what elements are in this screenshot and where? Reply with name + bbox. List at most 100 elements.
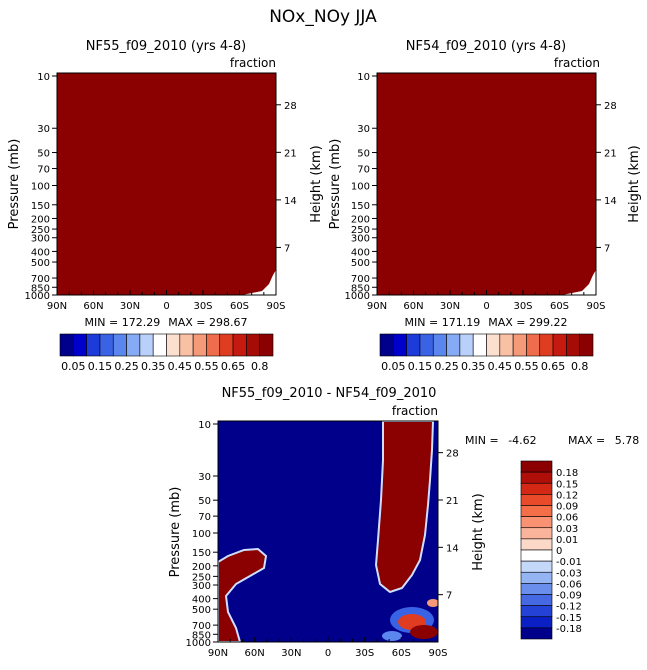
pressure-tick-label: 150 [351, 201, 370, 212]
diff-colorbar-label: -0.01 [556, 557, 582, 568]
left-height-label: Height (km) [309, 145, 324, 222]
diff-colorbar-label: -0.18 [556, 624, 582, 635]
lat-tick-label: 60N [403, 301, 423, 312]
left-heatmap-white-patch [242, 270, 276, 295]
height-tick-label: 28 [284, 101, 297, 112]
pressure-tick-label: 50 [357, 149, 370, 160]
pressure-tick-label: 100 [192, 529, 211, 540]
diff-colorbar-label: 0 [556, 546, 562, 557]
pressure-tick-label: 70 [198, 512, 211, 523]
colorbar-swatch [112, 333, 127, 357]
height-tick-label: 14 [604, 196, 617, 207]
pressure-tick-label: 50 [37, 149, 50, 160]
lat-tick-label: 30S [355, 648, 374, 659]
colorbar-label: 0.55 [194, 360, 219, 373]
colorbar-label: 0.8 [571, 360, 589, 373]
colorbar-swatch [219, 333, 234, 357]
pressure-tick-label: 500 [31, 258, 50, 269]
pressure-tick-label: 30 [198, 472, 211, 483]
diff-colorbar-swatch [520, 460, 553, 473]
lat-tick-label: 30S [193, 301, 212, 312]
pressure-tick-label: 1000 [186, 638, 211, 649]
pressure-tick-label: 10 [198, 420, 211, 431]
colorbar-swatch [406, 333, 421, 357]
diff-colorbar: 0.180.150.120.090.060.030.010-0.01-0.03-… [520, 460, 582, 640]
colorbar-swatch [419, 333, 434, 357]
right-max-label: MAX = [488, 316, 529, 329]
pressure-tick-label: 70 [37, 165, 50, 176]
right-x-axis: 90N 60N 30N 0 30S 60S 90S [367, 290, 606, 312]
height-tick-label: 7 [604, 243, 610, 254]
colorbar-label: 0.55 [514, 360, 539, 373]
colorbar-label: 0.65 [541, 360, 566, 373]
pressure-tick-label: 850 [192, 630, 211, 641]
page-title: NOx_NOy JJA [269, 7, 377, 27]
left-min-label: MIN = [85, 316, 122, 329]
colorbar-swatch [152, 333, 167, 357]
right-min-label: MIN = [405, 316, 442, 329]
lat-tick-label: 0 [325, 648, 331, 659]
colorbar-swatch [86, 333, 101, 357]
pressure-tick-label: 100 [31, 182, 50, 193]
colorbar-swatch [166, 333, 181, 357]
lat-tick-label: 30S [513, 301, 532, 312]
pressure-tick-label: 200 [351, 214, 370, 225]
pressure-tick-label: 300 [31, 234, 50, 245]
pressure-tick-label: 250 [351, 225, 370, 236]
diff-positive-column [374, 421, 435, 594]
diff-colorbar-label: -0.09 [556, 591, 582, 602]
colorbar-label: 0.8 [251, 360, 269, 373]
left-pressure-label: Pressure (mb) [7, 139, 22, 230]
colorbar-swatch [379, 333, 394, 357]
colorbar-swatch [99, 333, 114, 357]
diff-colorbar-label: -0.15 [556, 613, 582, 624]
right-pressure-label: Pressure (mb) [328, 139, 343, 230]
right-panel: NF54_f09_2010 (yrs 4-8) fraction 10 30 50 7… [328, 39, 642, 373]
diff-panel: NF55_f09_2010 - NF54_f09_2010 fraction 1… [168, 386, 639, 659]
pressure-tick-label: 300 [351, 234, 370, 245]
pressure-tick-label: 30 [357, 124, 370, 135]
right-units-label: fraction [554, 56, 600, 70]
height-tick-label: 7 [446, 591, 452, 602]
lat-tick-label: 60N [83, 301, 103, 312]
diff-salmon-spot [427, 599, 438, 607]
diff-colorbar-swatch [520, 594, 553, 606]
diff-colorbar-label: 0.12 [556, 490, 578, 501]
pressure-tick-label: 700 [31, 274, 50, 285]
height-tick-label: 14 [284, 196, 297, 207]
diff-pressure-label: Pressure (mb) [168, 487, 183, 578]
colorbar-swatch [512, 333, 527, 357]
pressure-tick-label: 850 [31, 283, 50, 294]
colorbar-swatch [206, 333, 221, 357]
diff-colorbar-swatch [520, 583, 553, 595]
diff-colorbar-label: -0.12 [556, 602, 582, 613]
colorbar-label: 0.45 [488, 360, 513, 373]
left-stats: MIN = 172.29 MAX = 298.67 [85, 316, 248, 329]
diff-colorbar-label: -0.03 [556, 568, 582, 579]
colorbar-swatch [526, 333, 541, 357]
left-heatmap-field [57, 73, 276, 295]
diff-colorbar-label: 0.15 [556, 479, 578, 490]
height-tick-label: 14 [446, 543, 459, 554]
right-colorbar: 0.05 0.15 0.25 0.35 0.45 0.55 0.65 0.8 [379, 333, 594, 373]
left-min-value: 172.29 [122, 316, 161, 329]
diff-colorbar-swatch [520, 505, 553, 517]
diff-colorbar-swatch [520, 471, 553, 484]
diff-units-label: fraction [392, 404, 438, 418]
colorbar-swatch [499, 333, 514, 357]
colorbar-swatch [139, 333, 154, 357]
diff-colorbar-swatch [520, 482, 553, 495]
colorbar-swatch [232, 333, 247, 357]
lat-tick-label: 60N [245, 648, 265, 659]
pressure-tick-label: 400 [192, 595, 211, 606]
lat-tick-label: 90N [367, 301, 387, 312]
diff-light-blue-spot [382, 631, 402, 641]
colorbar-label: 0.35 [141, 360, 166, 373]
height-tick-label: 28 [604, 101, 617, 112]
pressure-tick-label: 10 [37, 72, 50, 83]
colorbar-swatch [73, 333, 87, 357]
lat-tick-label: 60S [392, 648, 411, 659]
left-panel: NF55_f09_2010 (yrs 4-8) fraction 10 30 50 7… [7, 39, 324, 373]
colorbar-swatch [179, 333, 194, 357]
pressure-tick-label: 70 [357, 165, 370, 176]
